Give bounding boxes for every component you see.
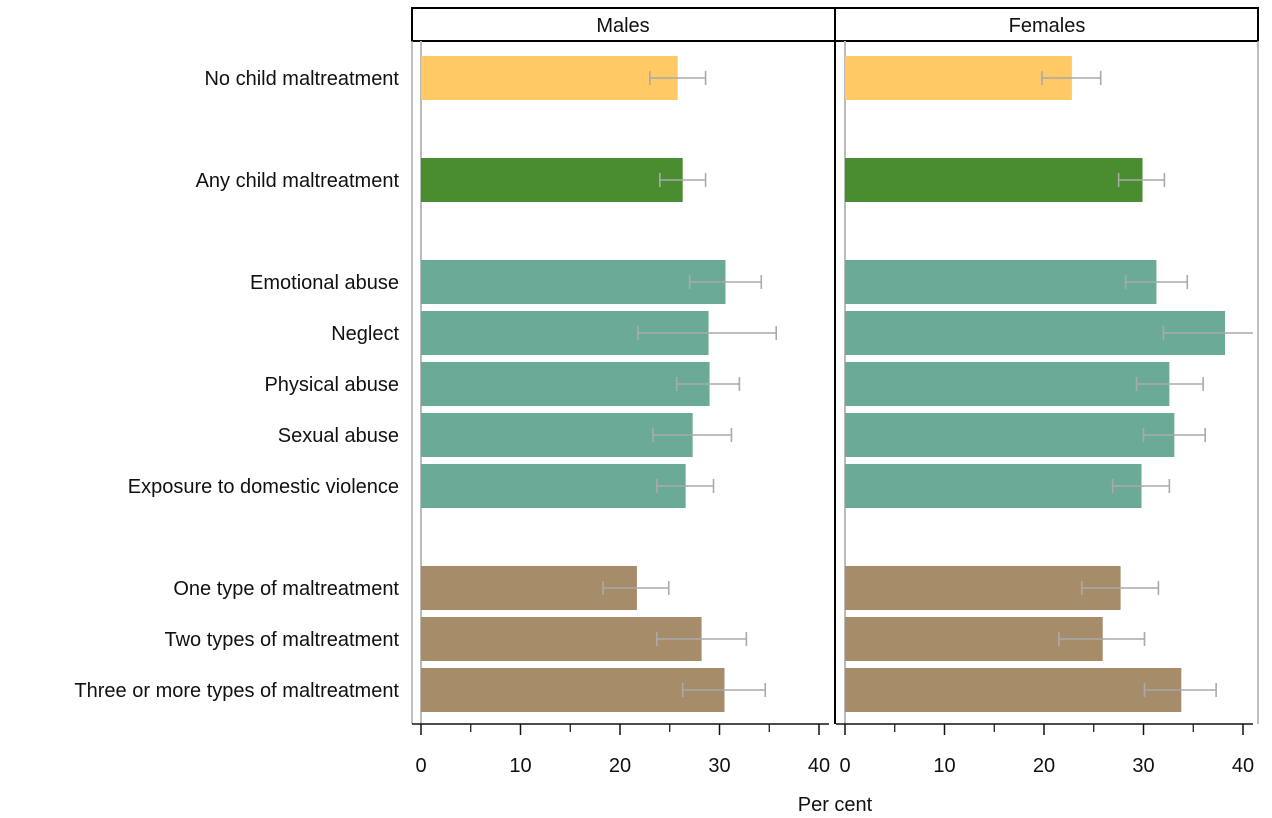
females-error-bar-neglect	[1162, 326, 1253, 340]
males-bar-two-types-of-maltreatment	[421, 617, 702, 661]
category-label-exposure-to-domestic-violence: Exposure to domestic violence	[128, 476, 399, 498]
panel-header-females: Females	[1009, 15, 1086, 37]
males-error-bar-three-or-more-types-of-maltreatment	[681, 683, 767, 697]
category-label-one-type-of-maltreatment: One type of maltreatment	[173, 578, 399, 600]
males-error-bar-one-type-of-maltreatment	[602, 581, 670, 595]
males-bar-any-child-maltreatment	[421, 158, 683, 202]
females-bar-no-child-maltreatment	[845, 56, 1072, 100]
females-bar-neglect	[845, 311, 1226, 355]
females-bar-emotional-abuse	[845, 260, 1157, 304]
category-label-two-types-of-maltreatment: Two types of maltreatment	[164, 629, 399, 651]
plot-frame	[411, 41, 1259, 724]
females-x-tick-label-20: 20	[1033, 755, 1055, 777]
males-error-bar-physical-abuse	[675, 377, 741, 391]
panel-females: 0 10 20 30 40	[836, 41, 1254, 777]
category-label-sexual-abuse: Sexual abuse	[278, 425, 399, 447]
males-x-tick-label-20: 20	[609, 755, 631, 777]
panel-header-males: Males	[596, 15, 649, 37]
females-bar-sexual-abuse	[845, 413, 1175, 457]
males-bar-emotional-abuse	[421, 260, 726, 304]
males-bar-exposure-to-domestic-violence	[421, 464, 686, 508]
females-x-tick-label-0: 0	[839, 755, 850, 777]
category-labels: No child maltreatment Any child maltreatm…	[74, 68, 399, 702]
males-bar-no-child-maltreatment	[421, 56, 678, 100]
category-label-neglect: Neglect	[331, 323, 399, 345]
panel-header-females-box	[834, 7, 1259, 42]
males-x-tick-label-40: 40	[808, 755, 830, 777]
males-error-bar-any-child-maltreatment	[658, 173, 707, 187]
category-label-three-or-more-types-of-maltreatment: Three or more types of maltreatment	[74, 680, 399, 702]
females-bar-three-or-more-types-of-maltreatment	[845, 668, 1182, 712]
x-axis-title: Per cent	[798, 794, 873, 816]
males-x-tick-label-0: 0	[415, 755, 426, 777]
females-bar-any-child-maltreatment	[845, 158, 1143, 202]
category-label-any-child-maltreatment: Any child maltreatment	[196, 170, 400, 192]
males-error-bar-two-types-of-maltreatment	[656, 632, 748, 646]
males-x-tick-label-10: 10	[509, 755, 531, 777]
males-bar-three-or-more-types-of-maltreatment	[421, 668, 725, 712]
females-error-bar-physical-abuse	[1135, 377, 1204, 391]
females-error-bar-sexual-abuse	[1142, 428, 1206, 442]
category-label-physical-abuse: Physical abuse	[264, 374, 399, 396]
males-bar-sexual-abuse	[421, 413, 693, 457]
females-error-bar-exposure-to-domestic-violence	[1111, 479, 1171, 493]
females-error-bar-emotional-abuse	[1124, 275, 1189, 289]
females-bar-exposure-to-domestic-violence	[845, 464, 1142, 508]
females-bar-one-type-of-maltreatment	[845, 566, 1121, 610]
males-error-bar-emotional-abuse	[688, 275, 763, 289]
panels-layer: 0 10 20 30 40 0 10 20 30 40	[412, 41, 1254, 777]
males-error-bar-exposure-to-domestic-violence	[656, 479, 715, 493]
females-x-tick-label-40: 40	[1232, 755, 1254, 777]
females-error-bar-two-types-of-maltreatment	[1058, 632, 1146, 646]
category-label-no-child-maltreatment: No child maltreatment	[204, 68, 399, 90]
females-x-tick-label-30: 30	[1132, 755, 1154, 777]
males-bar-physical-abuse	[421, 362, 710, 406]
males-x-tick-label-30: 30	[708, 755, 730, 777]
panel-males: 0 10 20 30 40	[412, 41, 830, 777]
females-error-bar-no-child-maltreatment	[1041, 71, 1102, 85]
males-error-bar-neglect	[637, 326, 778, 340]
females-x-tick-label-10: 10	[933, 755, 955, 777]
panel-header-males-box	[411, 7, 836, 42]
males-error-bar-no-child-maltreatment	[649, 71, 707, 85]
males-bar-one-type-of-maltreatment	[421, 566, 637, 610]
females-error-bar-three-or-more-types-of-maltreatment	[1143, 683, 1217, 697]
females-error-bar-any-child-maltreatment	[1117, 173, 1166, 187]
females-error-bar-one-type-of-maltreatment	[1081, 581, 1160, 595]
males-error-bar-sexual-abuse	[652, 428, 733, 442]
females-bar-physical-abuse	[845, 362, 1170, 406]
panel-headers: Males Females	[411, 7, 1259, 42]
category-label-emotional-abuse: Emotional abuse	[250, 272, 399, 294]
